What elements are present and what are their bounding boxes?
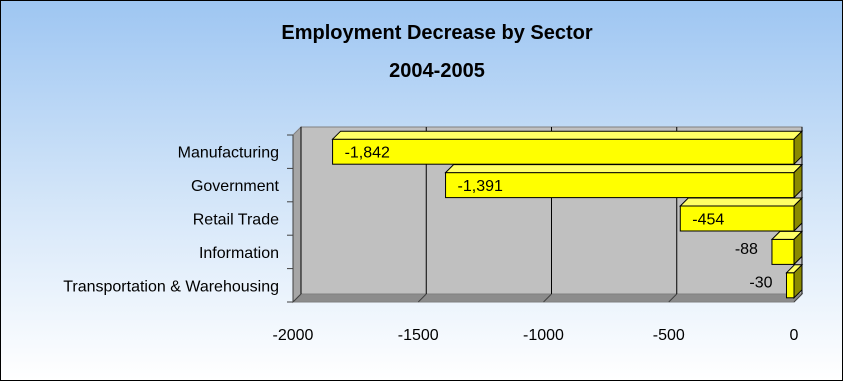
x-tick-label: -500 [653, 327, 685, 344]
category-label: Retail Trade [193, 212, 279, 229]
bar-top [331, 130, 804, 140]
data-label: -30 [749, 274, 772, 291]
chart-title: Employment Decrease by Sector [281, 22, 592, 44]
bar-side [793, 129, 803, 166]
category-label: Manufacturing [178, 145, 279, 162]
bar-information [770, 230, 804, 266]
plot-side-wall [292, 125, 302, 304]
category-label: Government [191, 178, 280, 195]
data-label: -1,391 [458, 178, 503, 195]
bar-side [793, 230, 803, 266]
labels: Employment Decrease by Sector 2004-2005 … [63, 22, 798, 344]
bar-side [793, 163, 803, 199]
bar-side [793, 263, 803, 300]
bars [331, 129, 804, 300]
data-label: -454 [692, 212, 724, 229]
bar-side [793, 196, 803, 233]
bar-top [679, 197, 804, 207]
x-tick-label: -2000 [273, 327, 314, 344]
bar-retail-trade [679, 196, 804, 233]
x-tick-label: 0 [790, 327, 799, 344]
floor-grid-segment [668, 293, 678, 303]
chart-subtitle: 2004-2005 [389, 60, 485, 82]
bar-transportation-warehousing [785, 263, 804, 300]
floor-grid-segment [793, 293, 803, 303]
bar-government [444, 163, 804, 199]
x-tick-label: -1000 [523, 327, 564, 344]
data-label: -1,842 [345, 145, 390, 162]
bar-front [445, 172, 795, 199]
bar-front [679, 205, 795, 232]
data-label: -88 [735, 241, 758, 258]
bar-front [332, 138, 795, 165]
bar-front [785, 272, 795, 299]
floor-grid-segment [543, 293, 552, 303]
x-tick-label: -1500 [398, 327, 439, 344]
category-label: Information [199, 245, 279, 262]
bar-top [444, 164, 804, 174]
bar-front [771, 238, 795, 265]
floor-grid-segment [417, 293, 427, 303]
category-label: Transportation & Warehousing [63, 278, 279, 295]
bar-manufacturing [331, 129, 804, 166]
floor-grid-segment [292, 293, 302, 303]
